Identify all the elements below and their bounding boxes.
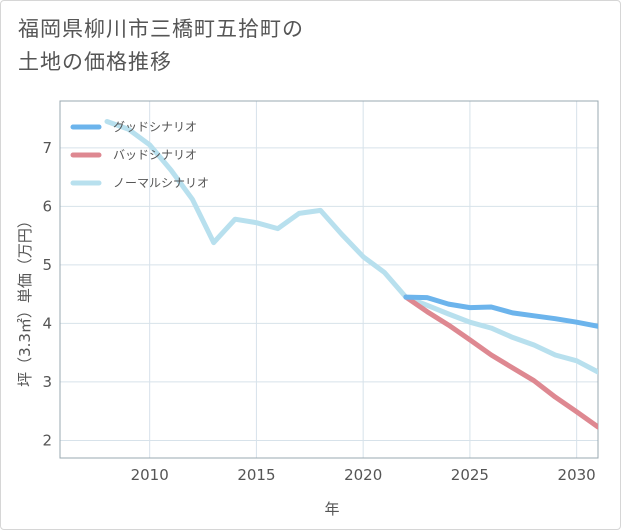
plot-area-border <box>59 100 599 459</box>
y-tick-label: 7 <box>42 139 52 157</box>
grid-lines <box>60 101 598 458</box>
chart-title: 福岡県柳川市三橋町五拾町の 土地の価格推移 <box>18 13 304 79</box>
legend-label-1: バッドシナリオ <box>113 148 197 162</box>
legend-label-0: グッドシナリオ <box>113 120 197 134</box>
series-line-1 <box>403 294 598 430</box>
legend-label-2: ノーマルシナリオ <box>113 176 209 190</box>
x-tick-label: 2010 <box>131 466 169 484</box>
chart-title-line1: 福岡県柳川市三橋町五拾町の <box>18 17 304 41</box>
y-tick-label: 6 <box>42 197 52 215</box>
x-tick-label: 2020 <box>344 466 382 484</box>
series-line-0 <box>403 294 598 329</box>
x-tick-label: 2025 <box>451 466 489 484</box>
y-tick-label: 5 <box>42 256 52 274</box>
x-axis-title: 年 <box>324 500 339 518</box>
chart-title-line2: 土地の価格推移 <box>18 50 172 74</box>
y-axis-title: 坪（3.3㎡）単価（万円） <box>16 213 34 387</box>
y-tick-label: 4 <box>42 314 52 332</box>
series-layer <box>104 119 598 430</box>
x-tick-label: 2015 <box>237 466 275 484</box>
series-line-2 <box>104 119 598 375</box>
y-tick-label: 2 <box>42 431 52 449</box>
y-tick-label: 3 <box>42 373 52 391</box>
tick-labels: 2010 2015 2020 2025 2030 2 3 4 5 6 7 <box>42 139 595 484</box>
x-tick-label: 2030 <box>558 466 596 484</box>
